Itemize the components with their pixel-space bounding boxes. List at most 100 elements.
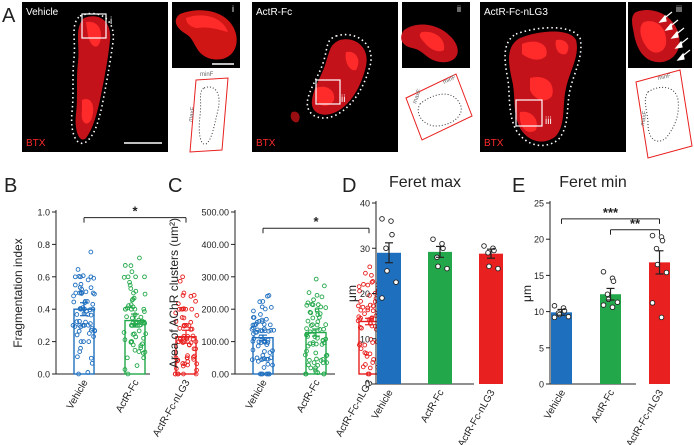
data-point bbox=[307, 309, 313, 315]
data-point bbox=[78, 306, 83, 311]
data-point bbox=[600, 269, 607, 275]
data-point bbox=[319, 294, 325, 300]
micrograph-vehicle: i Vehicle BTX bbox=[22, 2, 168, 152]
data-point bbox=[365, 305, 371, 311]
data-point bbox=[311, 360, 317, 365]
data-point bbox=[323, 322, 329, 327]
chart-title: Feret min bbox=[559, 174, 627, 191]
data-point bbox=[255, 343, 261, 349]
data-point bbox=[180, 274, 185, 280]
data-point bbox=[249, 357, 255, 363]
data-point bbox=[87, 331, 92, 336]
bar bbox=[479, 253, 503, 384]
y-tick-label: 20 bbox=[360, 289, 370, 299]
data-point bbox=[383, 245, 389, 251]
zoom-stain-bright bbox=[186, 15, 228, 32]
micrograph-actr-fc-nlg3: iii ActR-Fc-nLG3 BTX bbox=[480, 2, 626, 152]
data-point bbox=[495, 265, 501, 272]
data-point bbox=[261, 322, 267, 327]
data-point bbox=[363, 270, 368, 276]
data-point bbox=[262, 326, 267, 332]
data-point bbox=[357, 288, 362, 294]
data-point bbox=[181, 315, 187, 321]
micrograph-actr-fc: ii ActR-Fc BTX bbox=[252, 2, 398, 152]
data-point bbox=[74, 312, 80, 317]
y-axis-label: μm bbox=[520, 285, 534, 302]
data-point bbox=[184, 323, 189, 328]
data-point bbox=[76, 328, 82, 334]
data-point bbox=[604, 291, 611, 297]
data-point bbox=[132, 306, 138, 312]
data-point bbox=[268, 305, 274, 310]
data-point bbox=[251, 315, 257, 320]
data-point bbox=[305, 318, 311, 324]
feret-outline bbox=[198, 86, 220, 145]
bar bbox=[551, 312, 572, 384]
data-point bbox=[358, 299, 363, 304]
data-point bbox=[315, 302, 321, 307]
data-point bbox=[369, 279, 375, 285]
y-tick-label: 0.2 bbox=[37, 337, 50, 347]
data-point bbox=[128, 302, 134, 308]
data-point bbox=[370, 303, 376, 309]
data-point bbox=[185, 353, 190, 358]
data-point bbox=[138, 322, 144, 328]
data-point bbox=[310, 315, 316, 321]
data-point bbox=[88, 249, 94, 255]
nmj-stain-bright bbox=[519, 39, 569, 132]
inset-label: ii bbox=[341, 94, 345, 105]
data-point bbox=[388, 218, 394, 224]
data-point bbox=[138, 343, 144, 348]
data-point bbox=[258, 312, 263, 317]
data-point bbox=[268, 328, 274, 333]
y-tick-label: 15 bbox=[534, 271, 544, 281]
data-point bbox=[181, 323, 187, 329]
data-point bbox=[72, 324, 78, 329]
data-point bbox=[361, 281, 366, 287]
data-point bbox=[256, 359, 261, 364]
zoom-label: i bbox=[232, 4, 234, 14]
y-tick-label: 500.00 bbox=[201, 208, 229, 218]
data-point bbox=[444, 265, 450, 272]
data-point bbox=[142, 274, 147, 280]
data-point bbox=[257, 299, 263, 305]
zoom-label: ii bbox=[457, 4, 461, 14]
data-point bbox=[128, 263, 134, 268]
data-point bbox=[128, 286, 134, 291]
panel-c-letter: C bbox=[168, 175, 182, 197]
data-point bbox=[251, 336, 257, 341]
y-tick-label: 100.00 bbox=[201, 337, 229, 347]
data-point bbox=[72, 282, 78, 288]
data-point bbox=[74, 332, 80, 338]
zoom-inset-actr-fc-nlg3: iii bbox=[628, 2, 692, 68]
inset-label: iii bbox=[545, 116, 552, 127]
data-point bbox=[370, 308, 376, 314]
data-point bbox=[251, 308, 256, 314]
inset-box bbox=[315, 79, 341, 105]
data-point bbox=[369, 272, 374, 278]
data-point bbox=[177, 278, 183, 284]
x-tick-label: ActR-Fc bbox=[590, 388, 618, 425]
data-point bbox=[365, 282, 371, 288]
data-point bbox=[649, 300, 656, 306]
data-point bbox=[142, 309, 147, 314]
data-point bbox=[306, 290, 312, 295]
data-point bbox=[137, 255, 142, 261]
condition-label: ActR-Fc-nLG3 bbox=[484, 7, 548, 18]
data-point bbox=[90, 290, 96, 296]
data-point bbox=[265, 361, 271, 367]
data-point bbox=[88, 285, 94, 291]
data-point bbox=[609, 304, 616, 311]
data-point bbox=[132, 347, 138, 353]
data-point bbox=[183, 306, 189, 312]
data-point bbox=[124, 314, 129, 320]
data-point bbox=[138, 314, 144, 320]
data-point bbox=[370, 360, 376, 365]
data-point bbox=[175, 301, 181, 307]
data-point bbox=[177, 325, 183, 331]
x-tick-label: ActR-Fc bbox=[419, 388, 447, 425]
feret-outline bbox=[417, 93, 462, 127]
y-tick-label: 0 bbox=[539, 380, 544, 390]
y-tick-label: 5 bbox=[539, 343, 544, 353]
data-point bbox=[364, 354, 370, 359]
